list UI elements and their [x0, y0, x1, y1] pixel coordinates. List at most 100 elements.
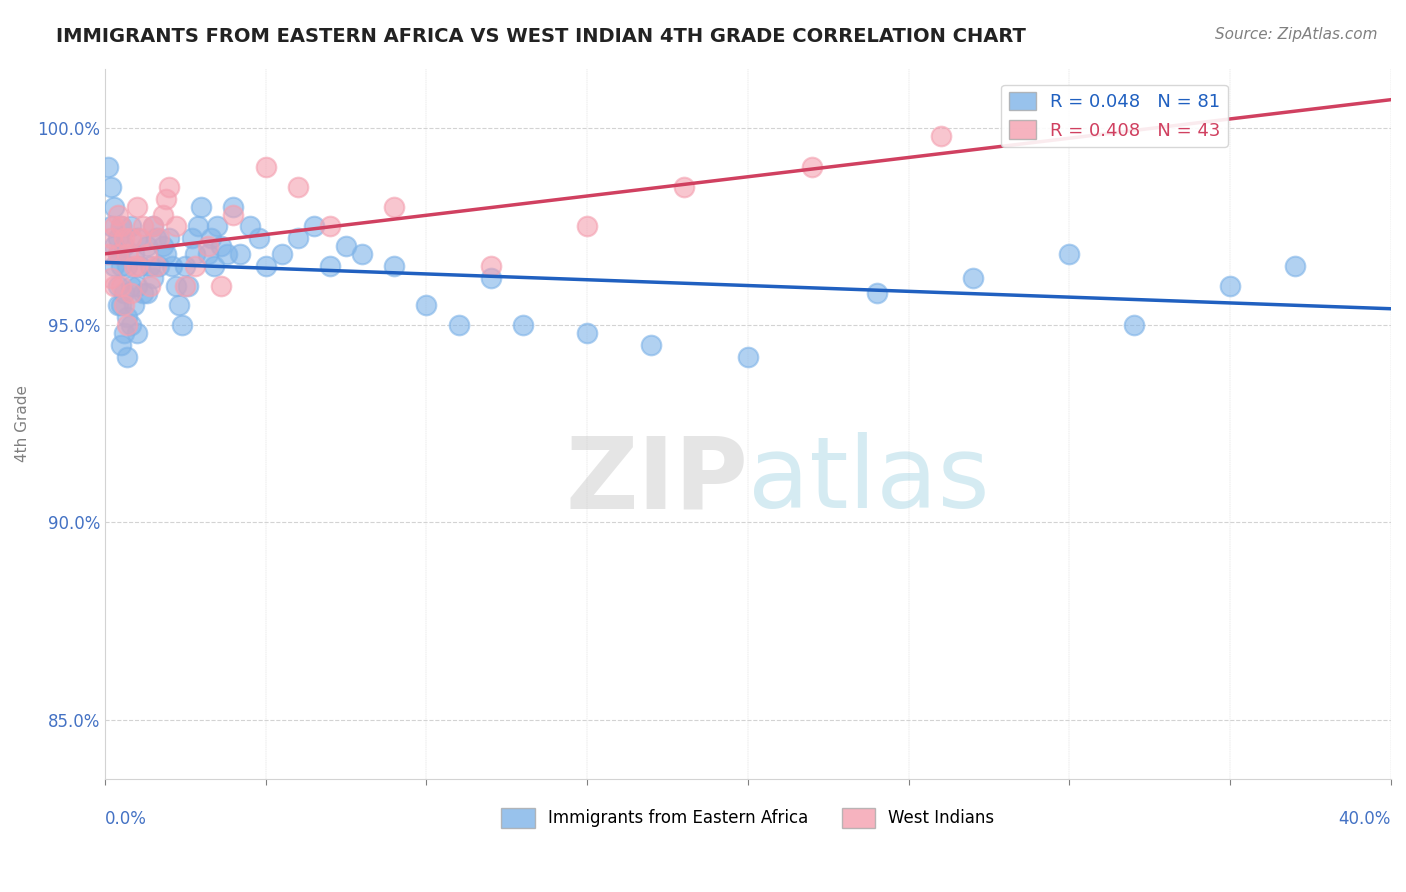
Text: atlas: atlas — [748, 432, 990, 529]
Point — [120, 318, 142, 332]
Point — [120, 219, 142, 234]
Point — [120, 286, 142, 301]
Point — [202, 259, 225, 273]
Point — [117, 310, 139, 325]
Point — [672, 180, 695, 194]
Point — [350, 247, 373, 261]
Point — [215, 247, 238, 261]
Point — [135, 239, 157, 253]
Point — [1059, 247, 1081, 261]
Point — [174, 259, 197, 273]
Point — [512, 318, 534, 332]
Point — [97, 247, 120, 261]
Point — [103, 200, 125, 214]
Point — [107, 208, 129, 222]
Point — [107, 247, 129, 261]
Point — [209, 239, 232, 253]
Point — [107, 278, 129, 293]
Point — [165, 219, 187, 234]
Point — [197, 239, 219, 253]
Point — [1284, 259, 1306, 273]
Point — [117, 247, 139, 261]
Point — [187, 219, 209, 234]
Point — [415, 298, 437, 312]
Point — [110, 298, 132, 312]
Point — [122, 298, 145, 312]
Point — [180, 231, 202, 245]
Point — [222, 208, 245, 222]
Point — [270, 247, 292, 261]
Point — [120, 231, 142, 245]
Point — [302, 219, 325, 234]
Point — [117, 318, 139, 332]
Point — [287, 180, 309, 194]
Point — [184, 247, 207, 261]
Point — [162, 259, 184, 273]
Point — [129, 259, 152, 273]
Point — [157, 231, 180, 245]
Point — [319, 259, 342, 273]
Point — [319, 219, 342, 234]
Point — [110, 278, 132, 293]
Point — [335, 239, 357, 253]
Point — [125, 326, 148, 340]
Point — [107, 247, 129, 261]
Point — [197, 247, 219, 261]
Point — [125, 200, 148, 214]
Point — [135, 247, 157, 261]
Point — [100, 231, 122, 245]
Point — [120, 278, 142, 293]
Point — [112, 326, 135, 340]
Point — [103, 219, 125, 234]
Point — [103, 278, 125, 293]
Point — [155, 247, 177, 261]
Point — [190, 200, 212, 214]
Point — [254, 160, 277, 174]
Point — [148, 259, 170, 273]
Point — [801, 160, 824, 174]
Text: Source: ZipAtlas.com: Source: ZipAtlas.com — [1215, 27, 1378, 42]
Point — [100, 219, 122, 234]
Point — [382, 200, 405, 214]
Text: IMMIGRANTS FROM EASTERN AFRICA VS WEST INDIAN 4TH GRADE CORRELATION CHART: IMMIGRANTS FROM EASTERN AFRICA VS WEST I… — [56, 27, 1026, 45]
Point — [110, 219, 132, 234]
Point — [576, 219, 599, 234]
Point — [139, 278, 162, 293]
Point — [447, 318, 470, 332]
Point — [112, 231, 135, 245]
Point — [112, 286, 135, 301]
Y-axis label: 4th Grade: 4th Grade — [15, 385, 30, 462]
Point — [165, 278, 187, 293]
Point — [929, 128, 952, 143]
Point — [132, 219, 155, 234]
Point — [100, 180, 122, 194]
Text: 0.0%: 0.0% — [105, 811, 146, 829]
Point — [640, 338, 662, 352]
Point — [117, 259, 139, 273]
Point — [247, 231, 270, 245]
Point — [170, 318, 193, 332]
Point — [200, 231, 222, 245]
Point — [100, 270, 122, 285]
Point — [122, 247, 145, 261]
Point — [238, 219, 260, 234]
Point — [122, 259, 145, 273]
Point — [209, 278, 232, 293]
Point — [103, 239, 125, 253]
Point — [152, 239, 174, 253]
Text: ZIP: ZIP — [565, 432, 748, 529]
Point — [865, 286, 887, 301]
Point — [107, 231, 129, 245]
Point — [135, 286, 157, 301]
Point — [1122, 318, 1144, 332]
Point — [110, 259, 132, 273]
Point — [737, 350, 759, 364]
Point — [962, 270, 984, 285]
Point — [112, 239, 135, 253]
Point — [152, 208, 174, 222]
Point — [479, 270, 502, 285]
Point — [148, 231, 170, 245]
Point — [110, 338, 132, 352]
Point — [382, 259, 405, 273]
Point — [142, 219, 165, 234]
